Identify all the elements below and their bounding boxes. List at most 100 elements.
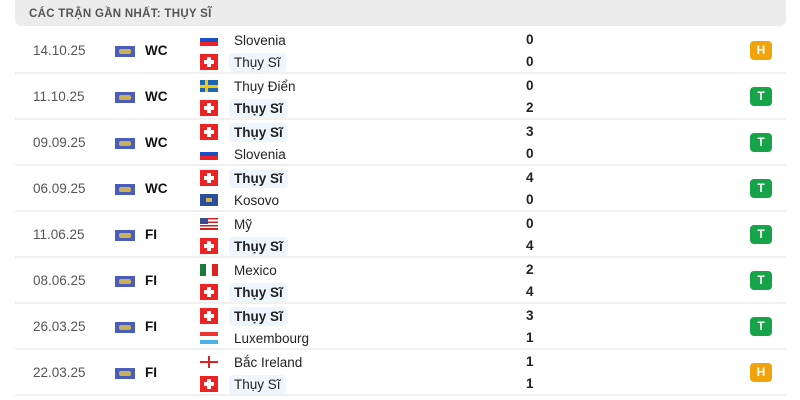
team-home[interactable]: Mexico xyxy=(200,260,282,280)
result-badge: T xyxy=(750,133,772,152)
team-away[interactable]: Thụy Sĩ xyxy=(200,374,286,394)
match-date: 09.09.25 xyxy=(33,135,86,150)
team-name: Kosovo xyxy=(234,192,280,208)
home-score: 0 xyxy=(526,216,534,231)
result-badge: H xyxy=(750,41,772,60)
team-name: Thụy Sĩ xyxy=(229,122,288,142)
match-row[interactable]: 06.09.25 WC Thụy Sĩ Kosovo 4 0 T xyxy=(15,166,786,212)
home-score: 1 xyxy=(526,354,534,369)
team-name: Thụy Sĩ xyxy=(229,282,288,302)
team-home[interactable]: Mỹ xyxy=(200,214,257,234)
league-name: FI xyxy=(145,273,157,288)
flag-sui-icon xyxy=(200,100,218,116)
result-badge: H xyxy=(750,363,772,382)
world-map-league-icon xyxy=(115,276,135,287)
league-name: FI xyxy=(145,365,157,380)
flag-sui-icon xyxy=(200,284,218,300)
team-away[interactable]: Luxembourg xyxy=(200,328,314,348)
match-row[interactable]: 11.10.25 WC Thụy Điển Thụy Sĩ 0 2 T xyxy=(15,74,786,120)
world-map-league-icon xyxy=(115,46,135,57)
team-name: Slovenia xyxy=(234,146,286,162)
flag-lux-icon xyxy=(200,332,218,344)
match-row[interactable]: 08.06.25 FI Mexico Thụy Sĩ 2 4 T xyxy=(15,258,786,304)
team-home[interactable]: Thụy Sĩ xyxy=(200,306,288,326)
flag-nir-icon xyxy=(200,356,218,368)
team-home[interactable]: Thụy Sĩ xyxy=(200,122,288,142)
world-map-league-icon xyxy=(115,322,135,333)
team-name: Mexico xyxy=(234,262,277,278)
flag-sui-icon xyxy=(200,308,218,324)
flag-svn-icon xyxy=(200,148,218,160)
flag-sui-icon xyxy=(200,238,218,254)
away-score: 4 xyxy=(526,238,534,253)
flag-sui-icon xyxy=(200,376,218,392)
home-score: 3 xyxy=(526,124,534,139)
home-score: 4 xyxy=(526,170,534,185)
team-name: Mỹ xyxy=(234,216,252,232)
league-name: WC xyxy=(145,43,168,58)
world-map-league-icon xyxy=(115,368,135,379)
team-name: Luxembourg xyxy=(234,330,310,346)
match-list: 14.10.25 WC Slovenia Thụy Sĩ 0 0 H 11.10.… xyxy=(15,28,786,396)
home-score: 3 xyxy=(526,308,534,323)
result-badge: T xyxy=(750,225,772,244)
away-score: 0 xyxy=(526,192,534,207)
team-home[interactable]: Thụy Điển xyxy=(200,76,301,96)
away-score: 2 xyxy=(526,100,534,115)
team-home[interactable]: Slovenia xyxy=(200,30,291,50)
team-name: Thụy Sĩ xyxy=(229,306,288,326)
team-away[interactable]: Slovenia xyxy=(200,144,291,164)
team-away[interactable]: Thụy Sĩ xyxy=(200,236,288,256)
match-date: 22.03.25 xyxy=(33,365,86,380)
team-away[interactable]: Thụy Sĩ xyxy=(200,52,286,72)
match-row[interactable]: 26.03.25 FI Thụy Sĩ Luxembourg 3 1 T xyxy=(15,304,786,350)
team-name: Thụy Sĩ xyxy=(229,52,286,72)
team-name: Thụy Sĩ xyxy=(229,98,288,118)
world-map-league-icon xyxy=(115,184,135,195)
league-name: WC xyxy=(145,135,168,150)
league-name: WC xyxy=(145,89,168,104)
world-map-league-icon xyxy=(115,138,135,149)
result-badge: T xyxy=(750,317,772,336)
flag-sui-icon xyxy=(200,170,218,186)
flag-sui-icon xyxy=(200,124,218,140)
match-date: 11.06.25 xyxy=(33,227,85,242)
flag-svn-icon xyxy=(200,34,218,46)
world-map-league-icon xyxy=(115,92,135,103)
team-home[interactable]: Thụy Sĩ xyxy=(200,168,288,188)
flag-kos-icon xyxy=(200,194,218,206)
result-badge: T xyxy=(750,271,772,290)
match-date: 08.06.25 xyxy=(33,273,86,288)
team-home[interactable]: Bắc Ireland xyxy=(200,352,307,372)
flag-mex-icon xyxy=(200,264,218,276)
match-date: 11.10.25 xyxy=(33,89,85,104)
league-name: WC xyxy=(145,181,168,196)
team-name: Thụy Sĩ xyxy=(229,236,288,256)
away-score: 0 xyxy=(526,54,534,69)
match-date: 26.03.25 xyxy=(33,319,86,334)
away-score: 0 xyxy=(526,146,534,161)
section-title: CÁC TRẬN GẦN NHẤT: THỤY SĨ xyxy=(15,0,786,26)
team-name: Slovenia xyxy=(234,32,286,48)
team-away[interactable]: Thụy Sĩ xyxy=(200,282,288,302)
team-away[interactable]: Kosovo xyxy=(200,190,284,210)
away-score: 1 xyxy=(526,330,534,345)
match-row[interactable]: 11.06.25 FI Mỹ Thụy Sĩ 0 4 T xyxy=(15,212,786,258)
match-row[interactable]: 14.10.25 WC Slovenia Thụy Sĩ 0 0 H xyxy=(15,28,786,74)
home-score: 0 xyxy=(526,78,534,93)
league-name: FI xyxy=(145,227,157,242)
team-name: Thụy Sĩ xyxy=(229,168,288,188)
flag-swe-icon xyxy=(200,80,218,92)
team-name: Bắc Ireland xyxy=(234,354,303,370)
league-name: FI xyxy=(145,319,157,334)
home-score: 2 xyxy=(526,262,534,277)
team-name: Thụy Điển xyxy=(234,78,296,94)
team-away[interactable]: Thụy Sĩ xyxy=(200,98,288,118)
result-badge: T xyxy=(750,179,772,198)
team-name: Thụy Sĩ xyxy=(229,374,286,394)
match-row[interactable]: 22.03.25 FI Bắc Ireland Thụy Sĩ 1 1 H xyxy=(15,350,786,396)
match-row[interactable]: 09.09.25 WC Thụy Sĩ Slovenia 3 0 T xyxy=(15,120,786,166)
match-date: 06.09.25 xyxy=(33,181,86,196)
away-score: 1 xyxy=(526,376,534,391)
result-badge: T xyxy=(750,87,772,106)
